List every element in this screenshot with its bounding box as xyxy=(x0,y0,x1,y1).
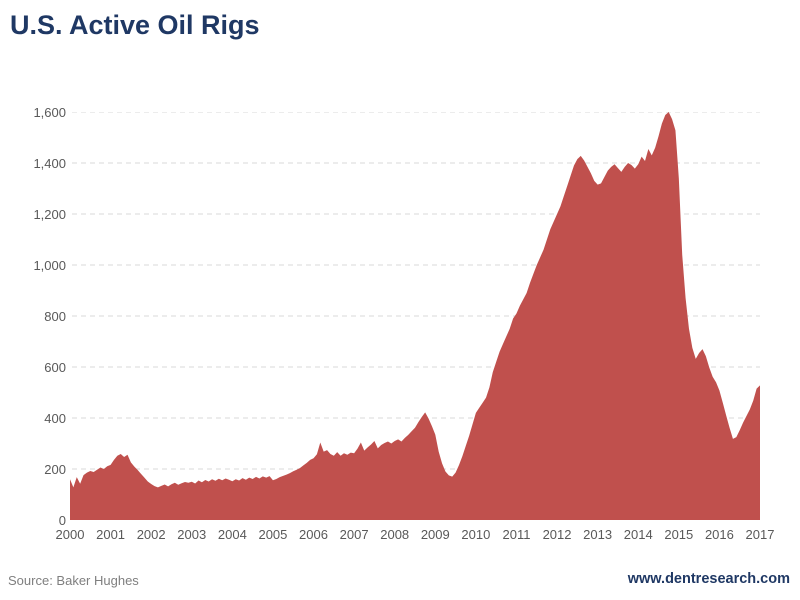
x-tick-label-2005: 2005 xyxy=(258,527,288,542)
y-tick-label-0: 0 xyxy=(58,513,66,528)
x-tick-label-2011: 2011 xyxy=(502,527,531,542)
x-tick-label-2000: 2000 xyxy=(55,527,85,542)
x-tick-label-2013: 2013 xyxy=(583,527,613,542)
y-tick-label-1000: 1,000 xyxy=(33,258,66,273)
source-note: Source: Baker Hughes xyxy=(8,573,139,588)
x-tick-label-2001: 2001 xyxy=(96,527,126,542)
area-chart-plot xyxy=(70,112,760,520)
x-tick-label-2009: 2009 xyxy=(420,527,450,542)
y-tick-label-800: 800 xyxy=(44,309,66,324)
x-tick-label-2007: 2007 xyxy=(339,527,369,542)
x-tick-label-2004: 2004 xyxy=(217,527,247,542)
website-link[interactable]: www.dentresearch.com xyxy=(627,571,790,587)
x-tick-label-2016: 2016 xyxy=(704,527,734,542)
y-tick-label-600: 600 xyxy=(44,360,66,375)
x-tick-label-2006: 2006 xyxy=(299,527,328,542)
y-tick-label-1600: 1,600 xyxy=(33,105,66,120)
x-tick-label-2014: 2014 xyxy=(623,527,653,542)
x-tick-label-2017: 2017 xyxy=(745,527,775,542)
chart-title: U.S. Active Oil Rigs xyxy=(10,10,260,40)
y-tick-label-400: 400 xyxy=(44,411,66,426)
x-tick-label-2012: 2012 xyxy=(542,527,572,542)
y-tick-label-1400: 1,400 xyxy=(33,156,66,171)
y-tick-label-1200: 1,200 xyxy=(33,207,66,222)
x-tick-label-2008: 2008 xyxy=(380,527,410,542)
x-tick-label-2015: 2015 xyxy=(664,527,694,542)
x-tick-label-2002: 2002 xyxy=(136,527,166,542)
x-tick-label-2010: 2010 xyxy=(461,527,491,542)
y-tick-label-200: 200 xyxy=(44,462,66,477)
x-tick-label-2003: 2003 xyxy=(177,527,207,542)
oil-rigs-area-series xyxy=(70,112,760,520)
